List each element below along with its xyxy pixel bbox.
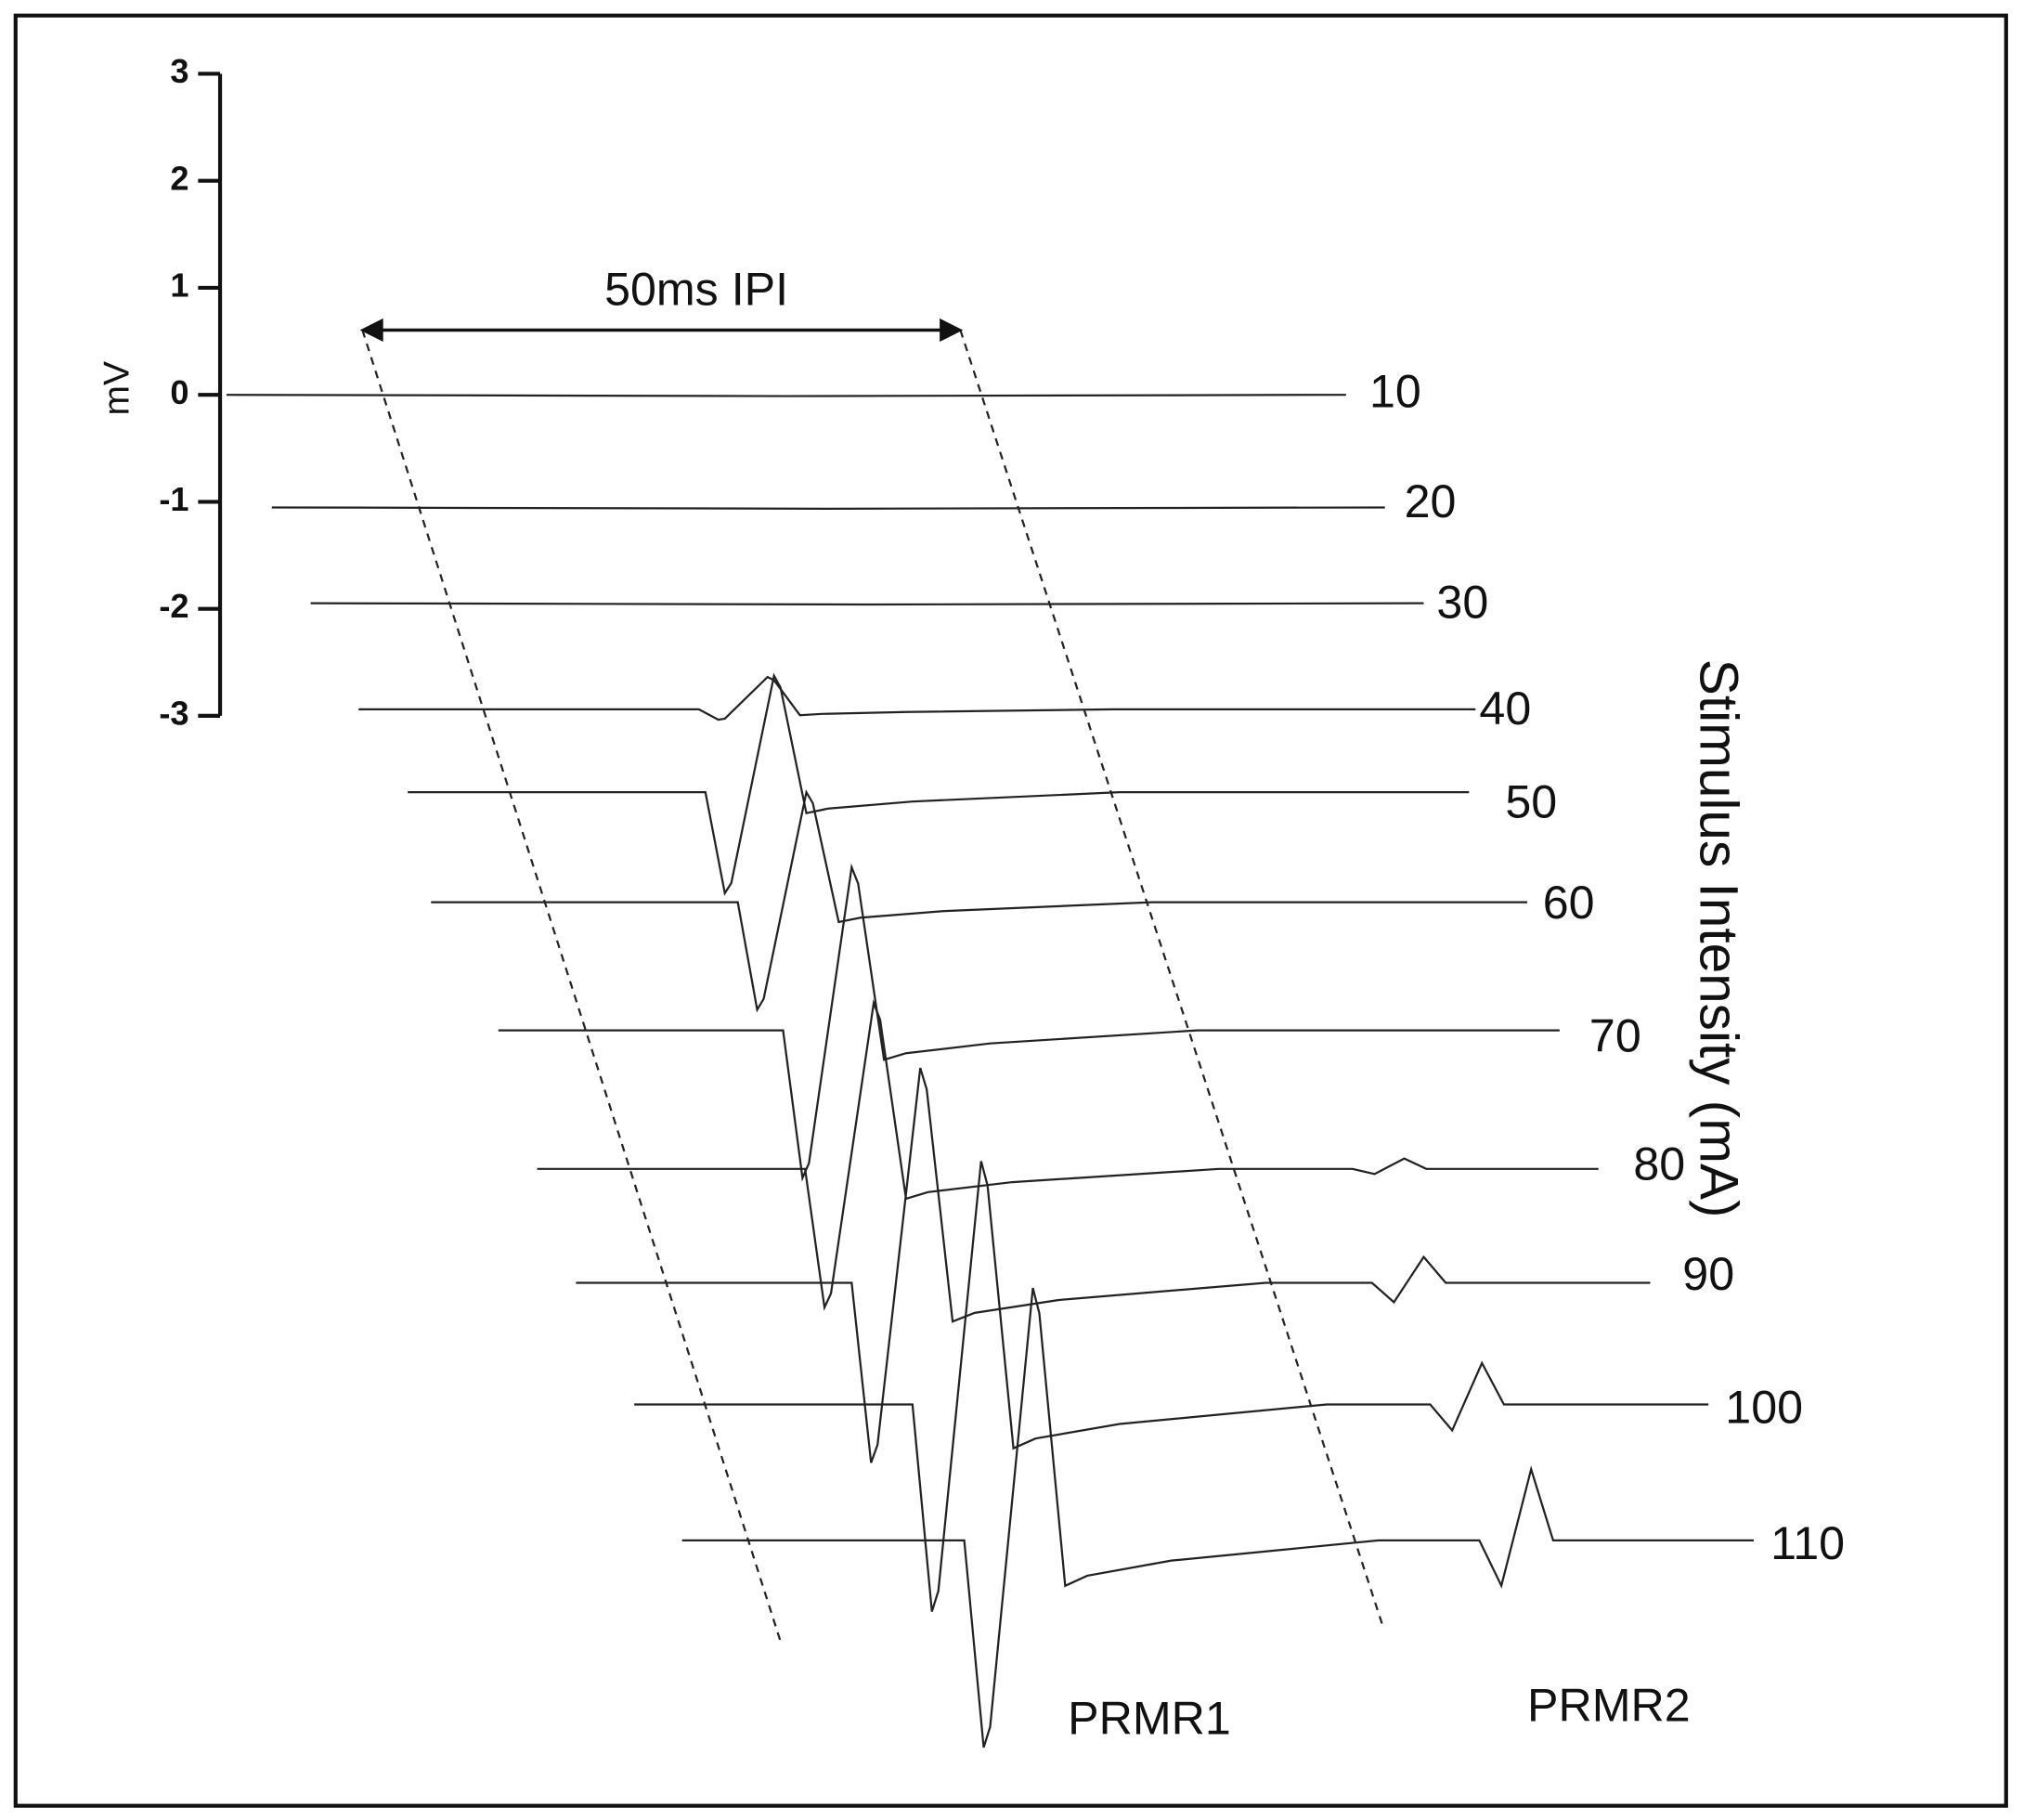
- intensity-label: 100: [1725, 1382, 1803, 1434]
- y-tick-label: -3: [159, 694, 188, 732]
- intensity-label: 80: [1633, 1138, 1685, 1190]
- trace: [498, 863, 1560, 1182]
- intensity-axis-title: Stimulus Intensity (mA): [1689, 659, 1749, 1218]
- arrow-head: [359, 318, 383, 343]
- trace: [634, 1161, 1709, 1612]
- y-tick-label: 1: [170, 266, 188, 305]
- trace: [681, 1287, 1754, 1748]
- intensity-label: 30: [1436, 577, 1488, 629]
- y-tick-label: 2: [170, 159, 188, 197]
- y-tick-label: 0: [170, 373, 188, 411]
- y-tick-label: -1: [159, 480, 188, 518]
- arrow-head: [940, 318, 964, 343]
- intensity-label: 10: [1369, 365, 1421, 417]
- trace: [576, 1067, 1651, 1463]
- y-axis-unit: mV: [97, 361, 137, 416]
- trace: [227, 394, 1346, 397]
- dashed-guide: [361, 330, 782, 1642]
- y-tick-label: 3: [170, 52, 188, 90]
- intensity-label: 60: [1543, 877, 1595, 929]
- intensity-label: 50: [1505, 775, 1557, 827]
- trace: [408, 672, 1470, 896]
- interval-label: 50ms IPI: [604, 263, 788, 315]
- y-tick-label: -2: [159, 587, 188, 625]
- intensity-label: 110: [1770, 1517, 1845, 1569]
- trace: [537, 999, 1599, 1311]
- intensity-label: 20: [1405, 475, 1457, 527]
- response-label: PRMR2: [1527, 1679, 1691, 1731]
- intensity-label: 90: [1682, 1248, 1734, 1300]
- response-label: PRMR1: [1068, 1692, 1231, 1744]
- trace: [271, 506, 1385, 510]
- trace: [431, 789, 1528, 1013]
- intensity-label: 40: [1479, 682, 1531, 734]
- intensity-label: 70: [1589, 1010, 1641, 1062]
